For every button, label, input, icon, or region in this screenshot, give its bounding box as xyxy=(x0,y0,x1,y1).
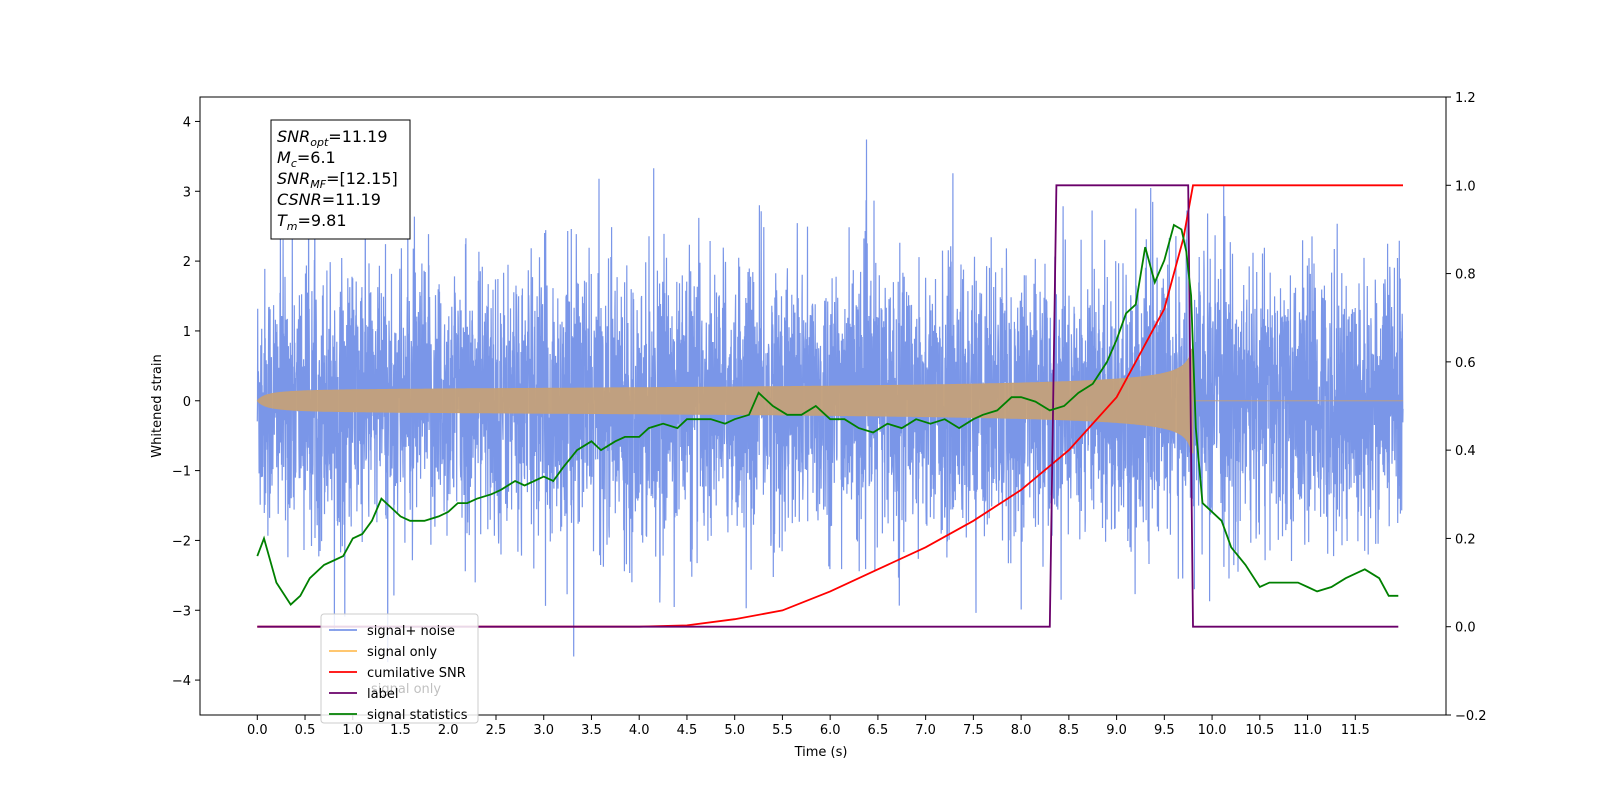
plot-frame xyxy=(199,96,1447,716)
x-tick-label: 2.5 xyxy=(486,723,507,738)
y2-tick-label: 0.6 xyxy=(1455,356,1476,371)
annotation-line: SNRMF=[12.15] xyxy=(277,169,398,191)
y-tick-label: −4 xyxy=(172,674,191,689)
annotation-line: SNRopt=11.19 xyxy=(277,127,388,149)
y2-tick-label: −0.2 xyxy=(1455,709,1487,724)
y-tick-label: 3 xyxy=(183,185,191,200)
y2-tick-label: 0.0 xyxy=(1455,621,1476,636)
plot-area xyxy=(256,139,1404,663)
label-series xyxy=(257,184,1399,628)
x-tick-label: 11.5 xyxy=(1341,723,1370,738)
x-tick-label: 4.5 xyxy=(677,723,698,738)
annotation-line: Tm=9.81 xyxy=(277,211,347,233)
x-tick-label: 6.5 xyxy=(868,723,889,738)
legend-item: cumilative SNR xyxy=(367,666,466,681)
signal-statistics-series xyxy=(256,223,1399,606)
x-tick-label: 1.5 xyxy=(390,723,411,738)
y-tick-label: −3 xyxy=(172,604,191,619)
x-tick-label: 7.0 xyxy=(915,723,936,738)
x-tick-label: 3.5 xyxy=(581,723,602,738)
signal-only-series xyxy=(256,347,1403,454)
y2-tick-label: 0.2 xyxy=(1455,532,1476,547)
legend-item: signal only xyxy=(367,645,437,660)
x-axis-ticks: 0.0 0.5 1.0 1.5 2.0 2.5 3.0 3.5 4.0 4.5 5.0 5.5 6.0 6… xyxy=(247,715,1370,738)
x-tick-label: 9.0 xyxy=(1106,723,1127,738)
y-tick-label: 4 xyxy=(183,115,191,130)
x-tick-label: 0.0 xyxy=(247,723,268,738)
x-axis-label: Time (s) xyxy=(794,745,848,760)
x-tick-label: 8.5 xyxy=(1059,723,1080,738)
y-tick-label: 0 xyxy=(183,395,191,410)
legend-item: label xyxy=(367,687,398,702)
signal-plus-noise-series xyxy=(256,139,1404,663)
x-tick-label: 10.5 xyxy=(1245,723,1274,738)
annotation-box: SNRopt=11.19Mc=6.1SNRMF=[12.15]CSNR=11.1… xyxy=(270,119,411,240)
annotation-line: CSNR=11.19 xyxy=(277,190,381,209)
x-tick-label: 9.5 xyxy=(1154,723,1175,738)
legend-occluded-label: signal only xyxy=(371,682,441,697)
y2-tick-label: 1.0 xyxy=(1455,179,1476,194)
x-tick-label: 5.0 xyxy=(724,723,745,738)
legend-item: signal+ noise xyxy=(367,624,455,639)
y-axis-label: Whitened strain xyxy=(150,354,165,457)
y2-axis-ticks: 1.2 1.0 0.8 0.6 0.4 0.2 0.0 −0.2 xyxy=(1446,91,1487,724)
y2-tick-label: 0.8 xyxy=(1455,268,1476,283)
y-tick-label: −1 xyxy=(172,465,191,480)
x-tick-label: 7.5 xyxy=(963,723,984,738)
y-tick-label: 1 xyxy=(183,325,191,340)
legend-frame xyxy=(320,613,479,724)
x-tick-label: 2.0 xyxy=(438,723,459,738)
x-tick-label: 0.5 xyxy=(295,723,316,738)
annotation-line: Mc=6.1 xyxy=(277,148,336,170)
y-tick-label: 2 xyxy=(183,255,191,270)
y-axis-ticks: 4 3 2 1 0 −1 −2 −3 −4 xyxy=(172,115,200,689)
annotation-frame xyxy=(270,119,411,240)
legend-item: signal statistics xyxy=(367,708,468,723)
x-tick-label: 1.0 xyxy=(342,723,363,738)
x-tick-label: 8.0 xyxy=(1011,723,1032,738)
x-tick-label: 10.0 xyxy=(1198,723,1227,738)
x-tick-label: 5.5 xyxy=(772,723,793,738)
cumilative-snr-series xyxy=(257,184,1403,628)
y2-tick-label: 0.4 xyxy=(1455,444,1476,459)
x-tick-label: 4.0 xyxy=(629,723,650,738)
y-tick-label: −2 xyxy=(172,534,191,549)
x-tick-label: 11.0 xyxy=(1293,723,1322,738)
x-tick-label: 3.0 xyxy=(533,723,554,738)
x-tick-label: 6.0 xyxy=(820,723,841,738)
y2-tick-label: 1.2 xyxy=(1455,91,1476,106)
